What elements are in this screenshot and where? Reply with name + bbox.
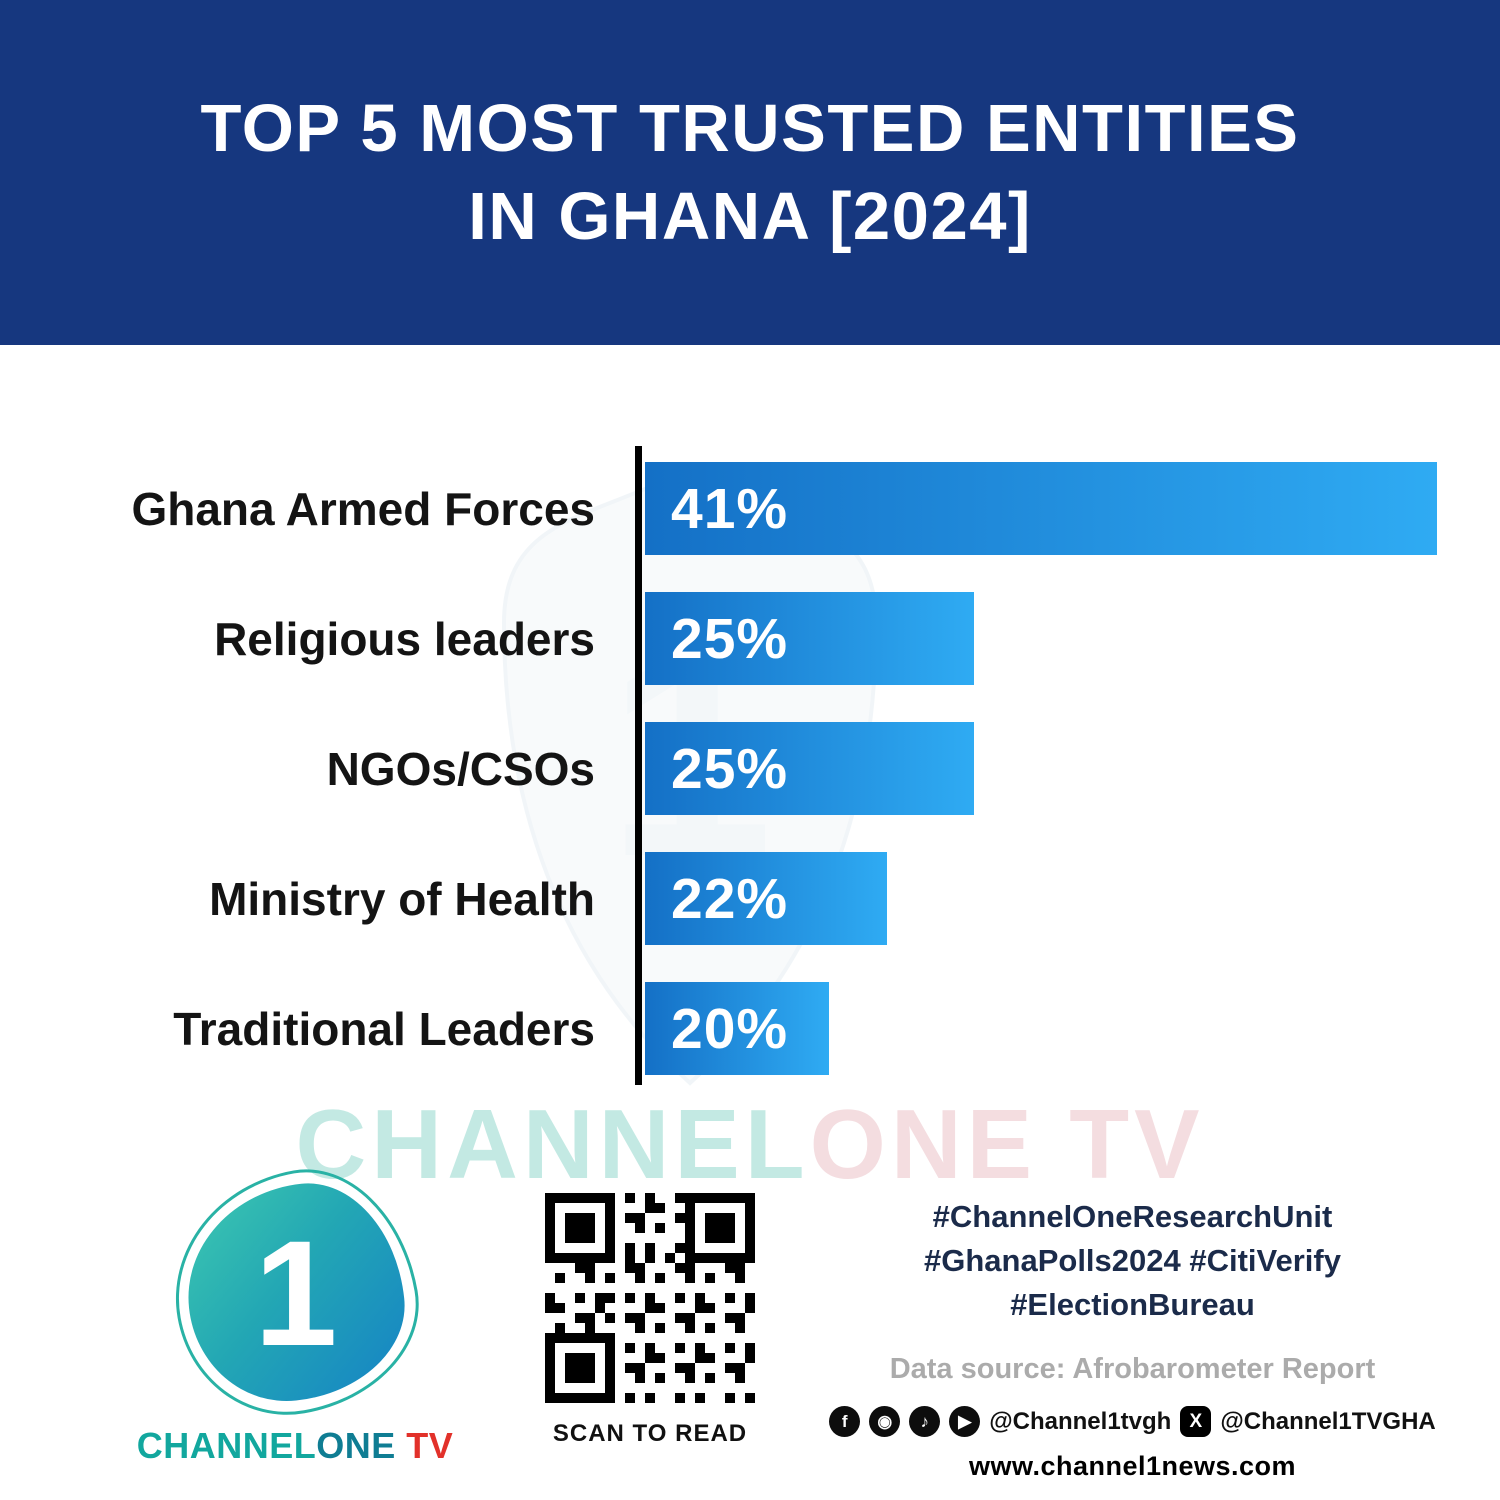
logo-pebble-icon: 1: [155, 1152, 435, 1433]
chart-row: NGOs/CSOs 25%: [75, 722, 1437, 815]
brand-watermark: CHANNELONE TV: [0, 1088, 1500, 1201]
footer-info-block: #ChannelOneResearchUnit #GhanaPolls2024 …: [829, 1195, 1436, 1482]
value-label: 25%: [671, 736, 789, 801]
qr-code: [544, 1192, 756, 1404]
bar-track: 41%: [645, 462, 1437, 555]
chart-row: Ghana Armed Forces 41%: [75, 462, 1437, 555]
bar: 20%: [645, 982, 829, 1075]
bar-track: 20%: [645, 982, 1437, 1075]
social-row: f ◉ ♪ ▶ @Channel1tvgh X @Channel1TVGHA: [829, 1406, 1436, 1438]
watermark-onetv: ONE TV: [809, 1089, 1205, 1199]
social-handle-1: @Channel1tvgh: [989, 1407, 1172, 1435]
bar: 25%: [645, 722, 974, 815]
bar-track: 25%: [645, 592, 1437, 685]
data-source-text: Data source: Afrobarometer Report: [889, 1353, 1376, 1386]
facebook-icon: f: [829, 1406, 861, 1438]
bar-track: 25%: [645, 722, 1437, 815]
bar: 41%: [645, 462, 1437, 555]
category-label: Religious leaders: [214, 612, 595, 665]
website-url: www.channel1news.com: [968, 1451, 1297, 1482]
tiktok-icon: ♪: [909, 1406, 941, 1438]
bar: 25%: [645, 592, 974, 685]
category-label: NGOs/CSOs: [326, 742, 595, 795]
wordmark-channel: CHANNEL: [136, 1425, 317, 1466]
chart-row: Religious leaders 25%: [75, 592, 1437, 685]
channel-one-logo: 1 CHANNELONE TV: [130, 1152, 460, 1467]
chart-row: Traditional Leaders 20%: [75, 982, 1437, 1075]
hashtags-line2: #GhanaPolls2024 #CitiVerify: [924, 1243, 1341, 1279]
chart-row: Ministry of Health 22%: [75, 852, 1437, 945]
instagram-icon: ◉: [869, 1406, 901, 1438]
page-title-line1: TOP 5 MOST TRUSTED ENTITIES: [200, 91, 1300, 167]
category-label: Ghana Armed Forces: [131, 482, 595, 535]
category-label: Ministry of Health: [209, 872, 595, 925]
social-handle-2: @Channel1TVGHA: [1220, 1407, 1436, 1435]
youtube-icon: ▶: [949, 1406, 981, 1438]
bar: 22%: [645, 852, 887, 945]
hashtags-line3: #ElectionBureau: [1010, 1287, 1255, 1323]
bar-track: 22%: [645, 852, 1437, 945]
logo-one-glyph: 1: [253, 1208, 337, 1377]
bar-chart: Ghana Armed Forces 41% Religious leaders…: [75, 446, 1437, 1085]
value-label: 20%: [671, 996, 789, 1061]
x-icon: X: [1180, 1406, 1212, 1438]
logo-wordmark: CHANNELONE TV: [130, 1425, 460, 1467]
category-label: Traditional Leaders: [173, 1002, 595, 1055]
page-title-line2: IN GHANA [2024]: [468, 178, 1032, 254]
wordmark-one: ONE: [316, 1425, 396, 1466]
value-label: 22%: [671, 866, 789, 931]
wordmark-tv: TV: [395, 1425, 454, 1466]
qr-caption: SCAN TO READ: [552, 1420, 748, 1447]
axis-line: [635, 446, 642, 1085]
value-label: 25%: [671, 606, 789, 671]
value-label: 41%: [671, 476, 789, 541]
hashtags-line1: #ChannelOneResearchUnit: [932, 1199, 1333, 1234]
qr-block: SCAN TO READ: [540, 1192, 760, 1448]
header-banner: TOP 5 MOST TRUSTED ENTITIES IN GHANA [20…: [0, 0, 1500, 345]
watermark-channel: CHANNEL: [295, 1089, 810, 1199]
